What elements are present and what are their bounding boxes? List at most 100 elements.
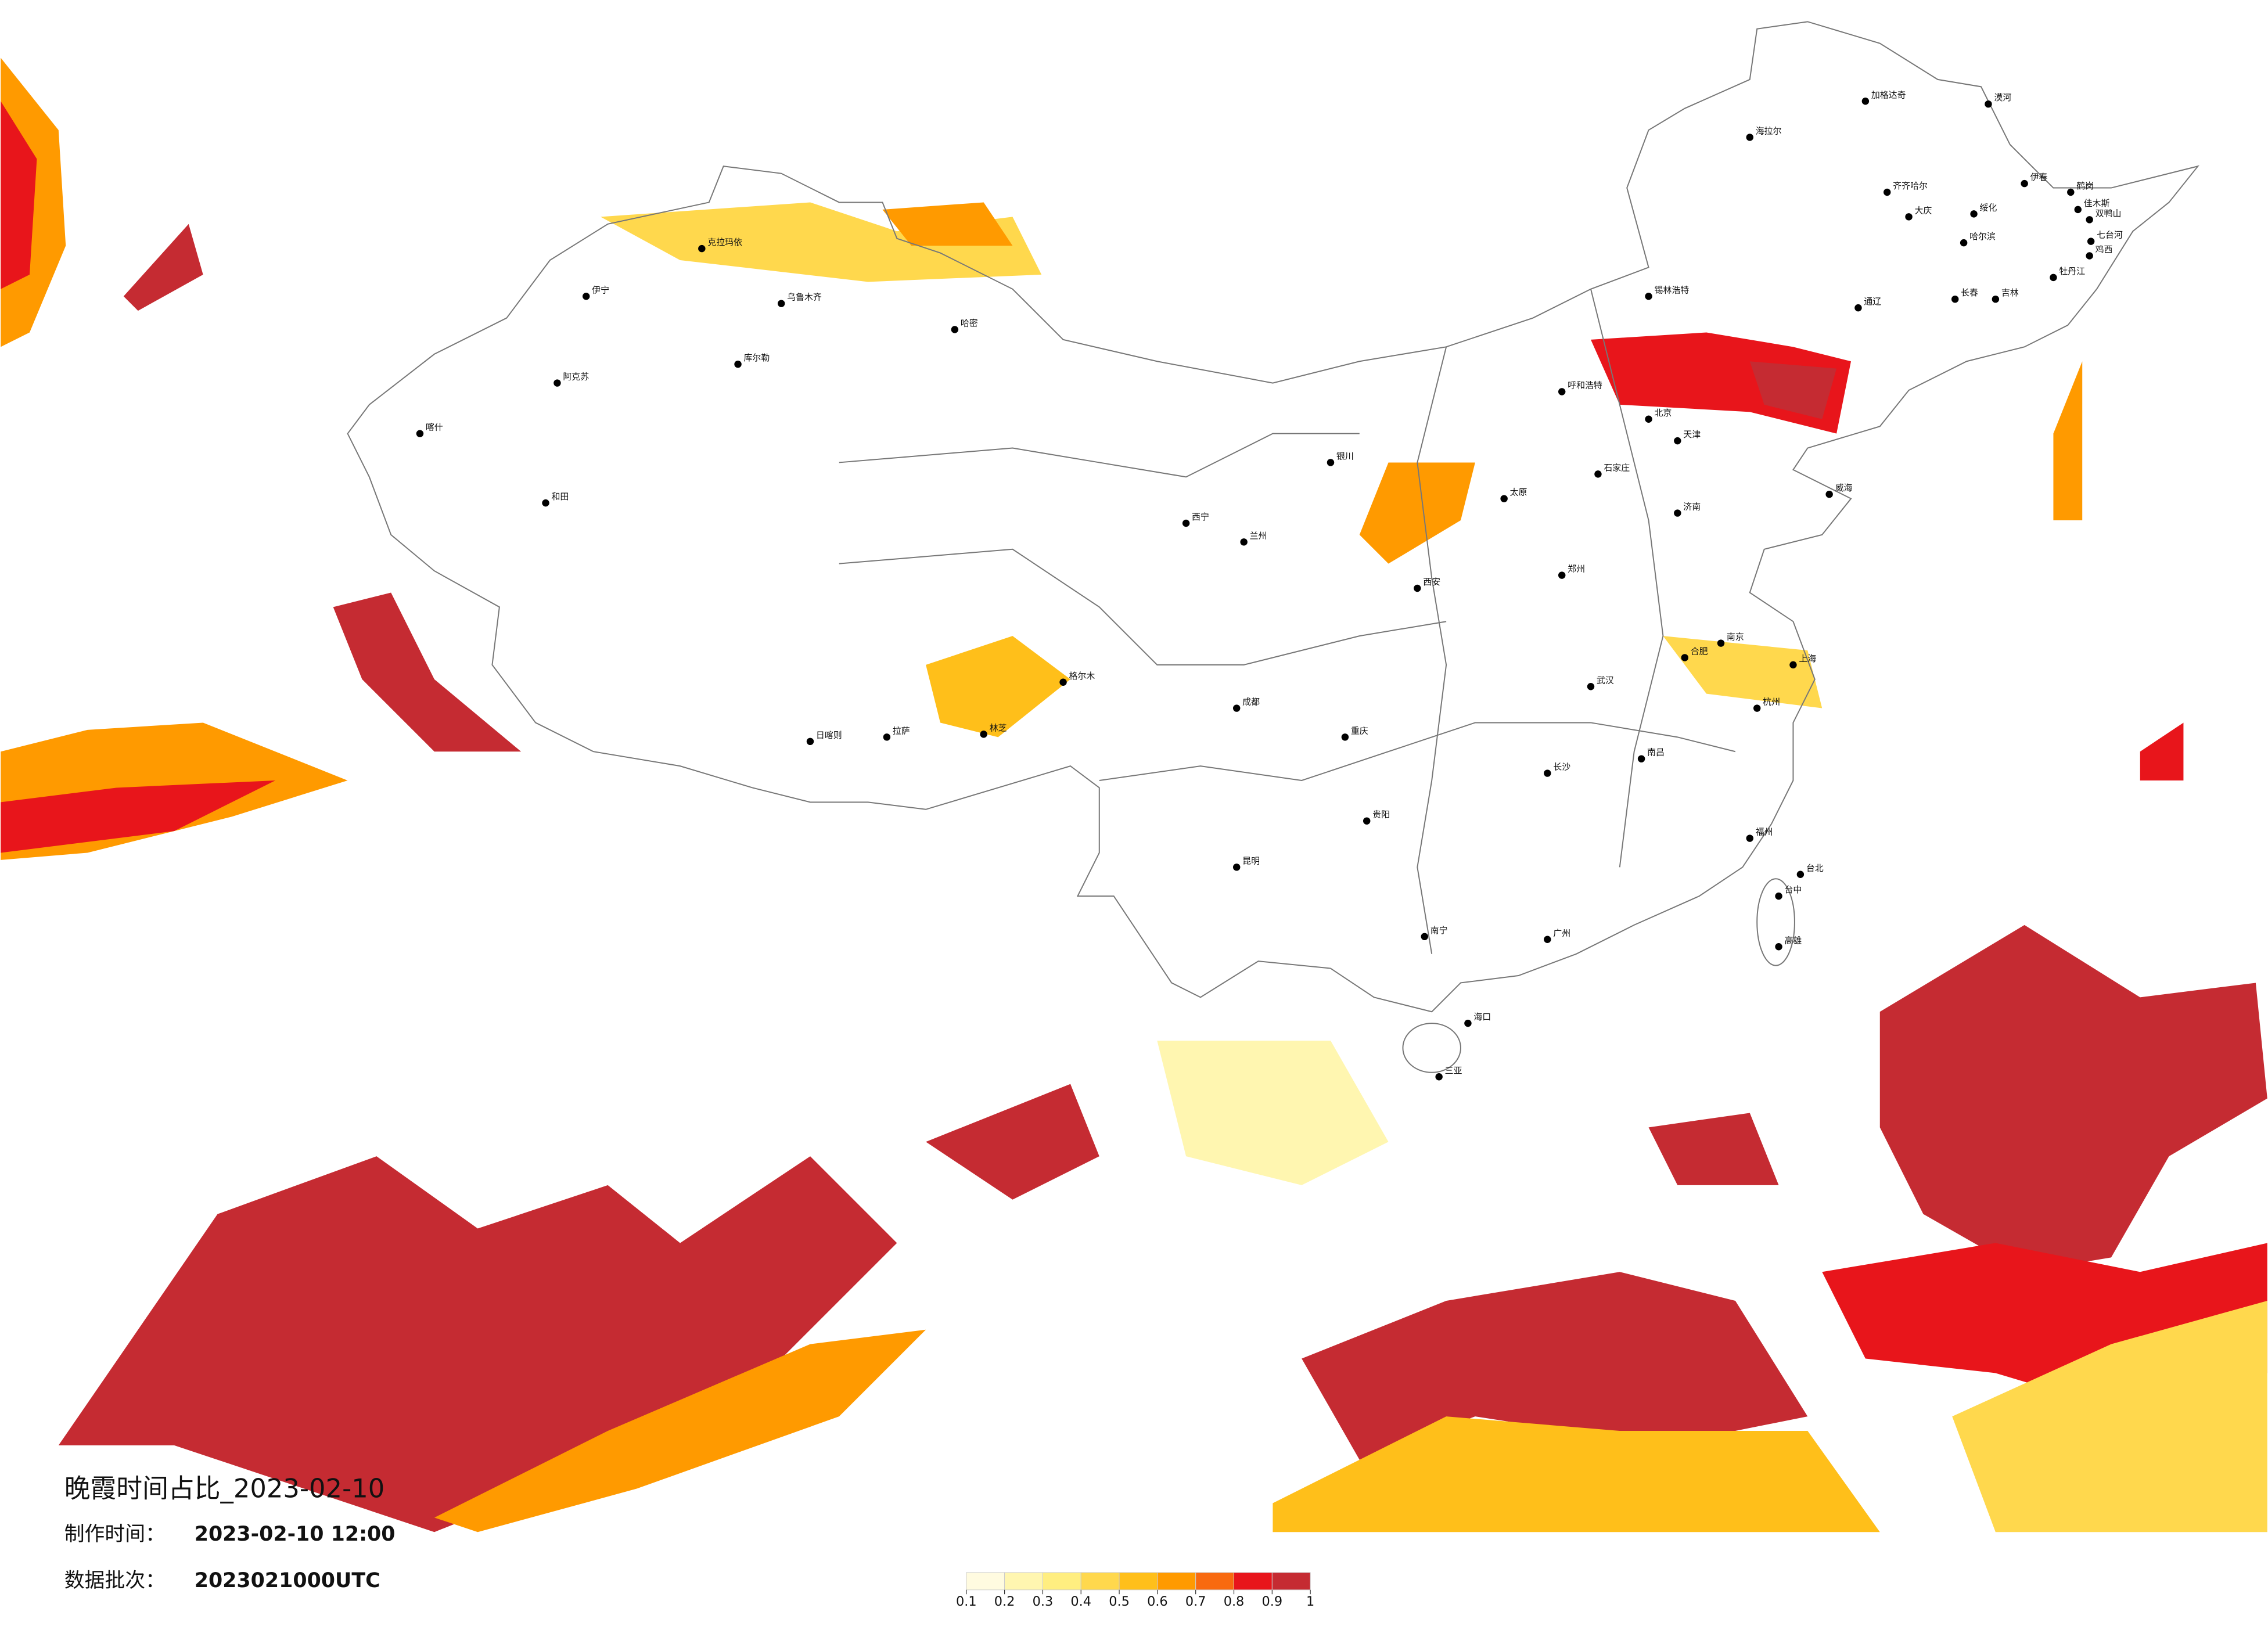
city-marker [1587, 683, 1595, 690]
city-marker [1232, 704, 1241, 712]
city-marker [1500, 495, 1508, 502]
heat-area [601, 202, 1042, 282]
city-marker [553, 379, 561, 387]
province-border [1417, 347, 1447, 954]
city-marker [1544, 936, 1551, 943]
legend-tick-label: 0.5 [1109, 1594, 1130, 1609]
heat-area [1879, 924, 2267, 1272]
city-label: 乌鲁木齐 [787, 292, 822, 303]
city-marker [1421, 933, 1428, 941]
city-label: 通辽 [1864, 296, 1881, 307]
heat-area [2053, 361, 2083, 520]
legend-tick-label: 0.3 [1033, 1594, 1054, 1609]
city-label: 锡林浩特 [1655, 285, 1690, 295]
city-label: 三亚 [1445, 1065, 1462, 1075]
city-label: 海拉尔 [1756, 125, 1782, 136]
city-marker [1861, 98, 1870, 105]
city-marker [2086, 216, 2093, 224]
city-marker [416, 430, 424, 437]
city-label: 合肥 [1691, 646, 1708, 656]
city-marker [1992, 295, 2000, 303]
city-marker [1232, 864, 1241, 871]
city-marker [1464, 1019, 1472, 1027]
data-batch-value: 2023021000UTC [195, 1569, 380, 1592]
city-marker [806, 738, 814, 746]
city-marker [1681, 654, 1688, 661]
heat-area [882, 202, 1013, 246]
city-marker [1645, 415, 1652, 423]
city-marker [1746, 134, 1753, 141]
city-label: 加格达奇 [1871, 89, 1906, 100]
legend-tick-label: 0.2 [994, 1594, 1015, 1609]
production-time-label: 制作时间： [64, 1523, 166, 1546]
legend-tick-label: 0.7 [1185, 1594, 1206, 1609]
city-label: 佳木斯 [2084, 198, 2110, 208]
city-label: 日喀则 [816, 730, 842, 740]
city-label: 和田 [551, 491, 569, 502]
legend-swatch [1119, 1572, 1158, 1591]
boundaries [347, 21, 2199, 1073]
city-label: 南京 [1727, 632, 1744, 642]
city-marker [582, 293, 590, 300]
city-label: 西安 [1423, 577, 1440, 587]
legend-tick-label: 1 [1306, 1594, 1314, 1609]
heat-area [333, 592, 522, 752]
city-label: 克拉玛依 [707, 237, 742, 247]
city-marker [2050, 274, 2057, 282]
city-label: 拉萨 [893, 725, 910, 736]
city-marker [734, 360, 742, 368]
city-marker [2086, 252, 2093, 260]
province-border [1590, 289, 1664, 868]
city-label: 福州 [1756, 827, 1773, 837]
legend-swatch [1195, 1572, 1235, 1591]
city-label: 鸡西 [2096, 244, 2113, 255]
city-marker [1059, 678, 1067, 686]
city-label: 重庆 [1351, 725, 1368, 736]
city-label: 兰州 [1250, 530, 1267, 541]
city-marker [1775, 892, 1782, 900]
heat-area [1, 101, 37, 289]
legend-swatch [1234, 1572, 1273, 1591]
city-label: 威海 [1835, 483, 1853, 493]
city-marker [698, 244, 706, 253]
legend: 0.1 0.2 0.3 0.4 0.5 0.6 0.7 0.8 0.9 1 [956, 1572, 1314, 1609]
province-border [839, 433, 1360, 478]
city-marker [1905, 213, 1913, 221]
city-label: 西宁 [1192, 512, 1209, 522]
city-marker [1558, 571, 1566, 579]
heat-area [1648, 1113, 1779, 1185]
legend-swatch [1157, 1572, 1196, 1591]
city-marker [1645, 293, 1652, 300]
heat-area [1, 780, 276, 853]
city-marker [1674, 509, 1681, 517]
city-label: 长春 [1961, 287, 1978, 298]
city-label: 喀什 [426, 422, 443, 433]
city-label: 南昌 [1647, 747, 1665, 758]
city-marker [542, 499, 549, 507]
city-marker [1558, 388, 1566, 395]
city-marker [1796, 870, 1805, 878]
city-label: 南宁 [1430, 925, 1448, 936]
city-label: 鹤岗 [2076, 181, 2094, 191]
city-marker [1883, 188, 1891, 196]
city-marker [980, 731, 987, 738]
city-marker [2021, 179, 2028, 188]
heat-area [1302, 1272, 1808, 1460]
legend-swatch [1004, 1572, 1043, 1591]
heat-area [926, 636, 1070, 738]
legend-tick-label: 0.1 [956, 1594, 977, 1609]
hainan-border [1402, 1023, 1461, 1073]
legend-tick-label: 0.8 [1224, 1594, 1245, 1609]
city-marker [1775, 943, 1782, 951]
city-label: 台中 [1785, 884, 1802, 895]
city-label: 成都 [1242, 697, 1260, 707]
city-marker [777, 300, 785, 307]
heat-area [1273, 1416, 1880, 1533]
city-marker [1717, 639, 1725, 647]
city-label: 大庆 [1915, 205, 1932, 215]
legend-tick-label: 0.6 [1147, 1594, 1168, 1609]
city-label: 阿克苏 [563, 372, 589, 382]
data-batch-label: 数据批次： [64, 1569, 166, 1592]
city-label: 银川 [1336, 451, 1354, 461]
